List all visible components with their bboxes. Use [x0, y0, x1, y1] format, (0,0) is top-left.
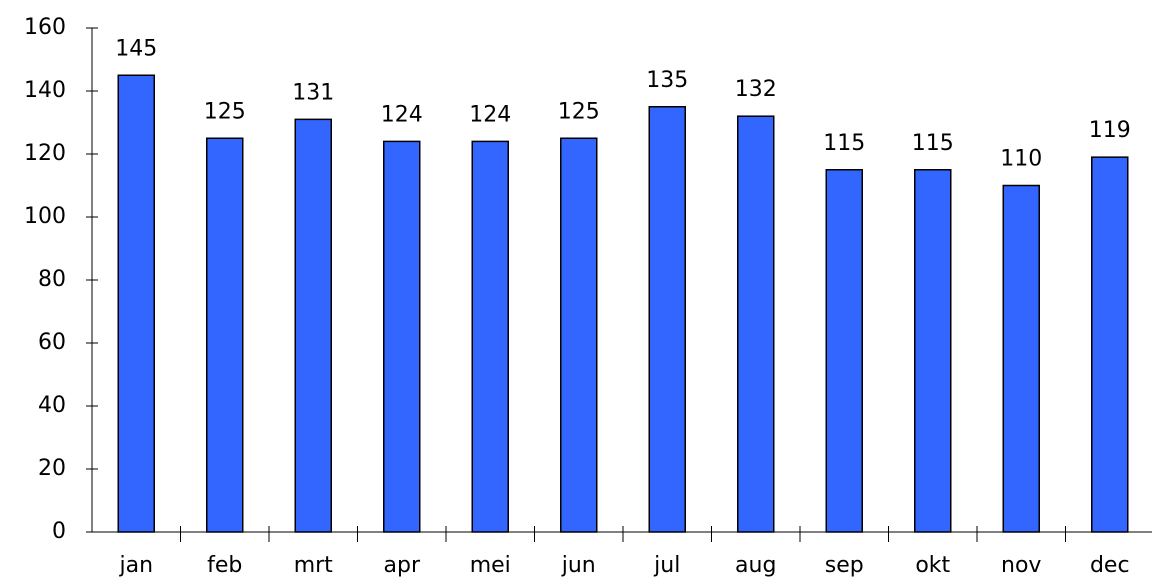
data-label: 131	[292, 80, 334, 105]
x-tick-label: dec	[1090, 553, 1130, 578]
y-tick-label: 20	[38, 456, 66, 481]
data-label: 110	[1000, 147, 1042, 172]
y-tick-label: 100	[24, 204, 66, 229]
y-tick-label: 60	[38, 330, 66, 355]
bar	[914, 169, 952, 533]
x-tick-label: jun	[561, 553, 596, 578]
y-tick-label: 120	[24, 141, 66, 166]
bar	[206, 137, 244, 533]
data-label: 135	[646, 68, 688, 93]
x-tick-label: aug	[735, 553, 776, 578]
data-label: 115	[912, 131, 954, 156]
data-label: 132	[735, 77, 777, 102]
bar	[117, 74, 155, 533]
x-tick-label: mei	[470, 553, 511, 578]
x-tick-label: apr	[384, 553, 421, 578]
x-tick-label: sep	[825, 553, 864, 578]
data-label: 125	[204, 99, 246, 124]
y-tick-label: 40	[38, 393, 66, 418]
data-label: 145	[115, 36, 157, 61]
x-tick-label: mrt	[294, 553, 333, 578]
data-label: 119	[1089, 118, 1131, 143]
bar	[1002, 184, 1040, 533]
y-tick-label: 80	[38, 267, 66, 292]
data-label: 115	[823, 131, 865, 156]
x-tick-label: jan	[118, 553, 153, 578]
bar	[471, 140, 509, 533]
bar	[294, 118, 332, 533]
bar	[825, 169, 863, 533]
bar	[1091, 156, 1129, 533]
y-tick-label: 160	[24, 15, 66, 40]
y-tick-label: 0	[52, 519, 66, 544]
data-label: 124	[381, 102, 423, 127]
x-tick-label: feb	[207, 553, 242, 578]
y-tick-label: 140	[24, 78, 66, 103]
x-tick-label: jul	[653, 553, 680, 578]
bar	[648, 106, 686, 533]
bar	[737, 115, 775, 533]
data-label: 125	[558, 99, 600, 124]
x-tick-label: nov	[1001, 553, 1041, 578]
data-label: 124	[469, 102, 511, 127]
x-tick-label: okt	[915, 553, 950, 578]
bar	[560, 137, 598, 533]
bar	[383, 140, 421, 533]
